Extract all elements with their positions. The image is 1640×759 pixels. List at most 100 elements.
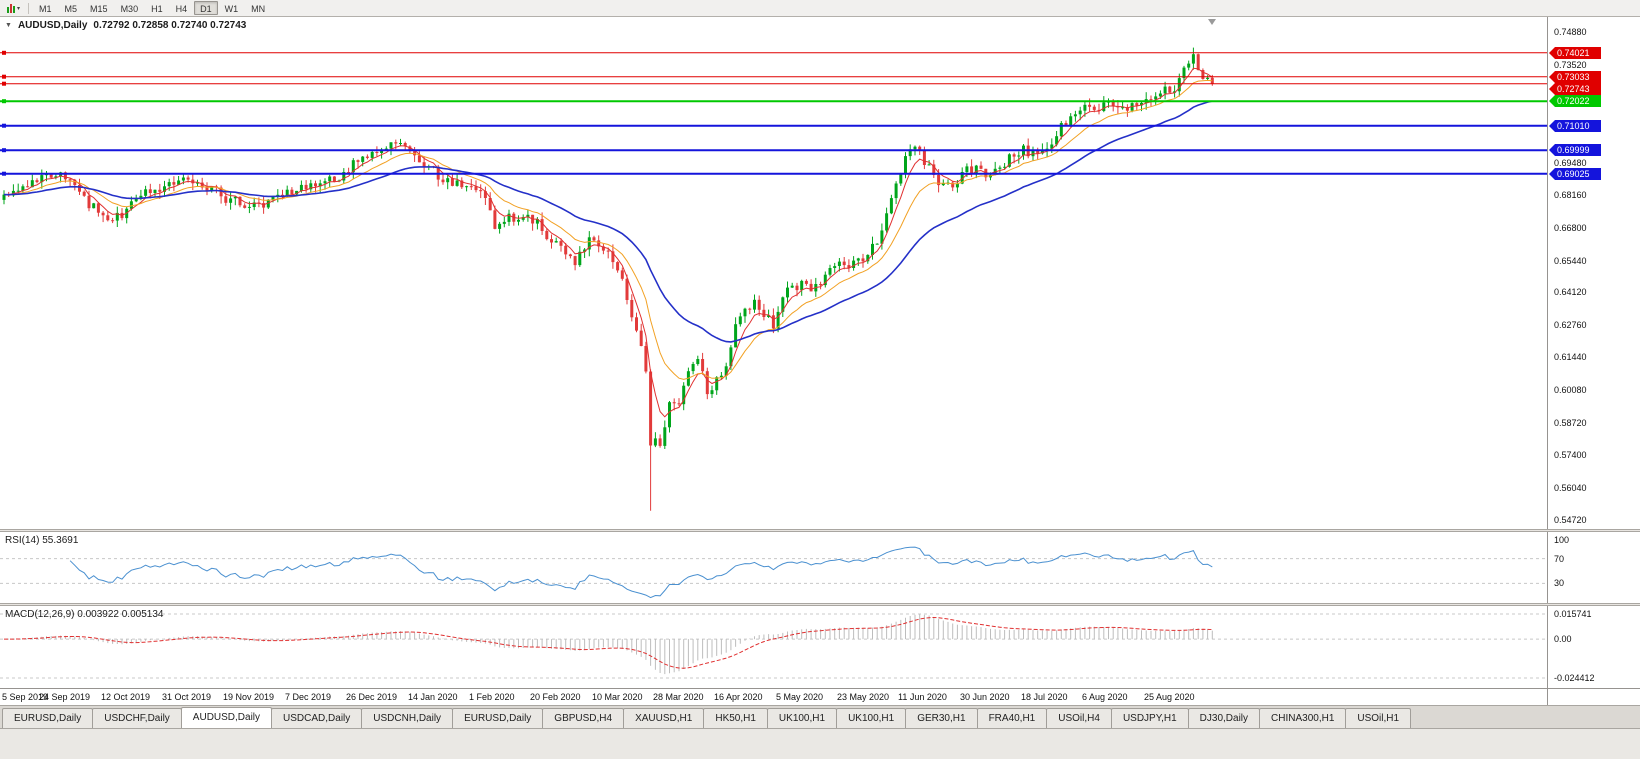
price-chart-pane[interactable]: ▼ AUDUSD,Daily 0.72792 0.72858 0.72740 0…: [0, 17, 1640, 529]
timeframe-button-d1[interactable]: D1: [194, 1, 218, 15]
price-tick-label: 0.69480: [1554, 158, 1587, 168]
moving-average-34-line: [3, 100, 1213, 343]
price-tick-label: 0.61440: [1554, 352, 1587, 362]
axis-corner: [1547, 689, 1640, 705]
price-tick-label: 0.74880: [1554, 27, 1587, 37]
hline-handle[interactable]: [2, 123, 6, 128]
hline-handle[interactable]: [2, 148, 6, 153]
date-tick-label: 5 Sep 2019: [2, 692, 49, 702]
chart-tab-usdcad-daily[interactable]: USDCAD,Daily: [271, 708, 363, 728]
date-tick-label: 26 Dec 2019: [346, 692, 398, 702]
chart-tab-hk50-h1[interactable]: HK50,H1: [703, 708, 768, 728]
price-tick-label: 0.56040: [1554, 483, 1587, 493]
date-tick-label: 1 Feb 2020: [469, 692, 515, 702]
macd-label-values: MACD(12,26,9) 0.003922 0.005134: [5, 609, 164, 620]
price-tick-label: 0.73520: [1554, 60, 1587, 70]
chart-shift-marker-icon: [1208, 19, 1216, 25]
hline-handle[interactable]: [2, 81, 6, 86]
price-tick-label: 0.57400: [1554, 450, 1587, 460]
hline-handle[interactable]: [2, 74, 6, 79]
chart-tab-ger30-h1[interactable]: GER30,H1: [905, 708, 978, 728]
timeframe-button-h4[interactable]: H4: [175, 4, 188, 14]
price-tick-label: 0.64120: [1554, 287, 1587, 297]
pane-collapse-arrow-icon[interactable]: ▼: [5, 21, 12, 29]
hline-handle[interactable]: [2, 99, 6, 104]
price-line-label: 0.71010: [1549, 120, 1601, 132]
chart-tab-gbpusd-h4[interactable]: GBPUSD,H4: [542, 708, 625, 728]
timeframe-button-h1[interactable]: H1: [151, 4, 163, 14]
price-axis[interactable]: 0.74021 0.73033 0.72743 0.72022 0.71010 0.699…: [1547, 17, 1640, 529]
price-line-label: 0.69999: [1549, 144, 1601, 156]
timeframe-button-m15[interactable]: M15: [90, 4, 108, 14]
date-tick-label: 24 Sep 2019: [39, 692, 91, 702]
pane-divider[interactable]: [0, 529, 1640, 532]
hline-handle[interactable]: [2, 50, 6, 55]
rsi-tick-label: 30: [1554, 578, 1565, 588]
date-tick-label: 10 Mar 2020: [592, 692, 643, 702]
chart-tab-uk100-h1[interactable]: UK100,H1: [836, 708, 907, 728]
chart-tab-eurusd-daily[interactable]: EURUSD,Daily: [2, 708, 94, 728]
date-tick-label: 12 Oct 2019: [101, 692, 151, 702]
macd-chart[interactable]: [0, 606, 1547, 688]
rsi-tick-label: 70: [1554, 554, 1565, 564]
chart-tab-usdchf-daily[interactable]: USDCHF,Daily: [92, 708, 182, 728]
chart-title: ▼ AUDUSD,Daily 0.72792 0.72858 0.72740 0…: [5, 20, 246, 31]
chart-tab-dj30-daily[interactable]: DJ30,Daily: [1187, 708, 1261, 728]
chart-tab-xauusd-h1[interactable]: XAUUSD,H1: [623, 708, 705, 728]
rsi-chart[interactable]: [0, 532, 1547, 603]
chart-symbol-period: AUDUSD,Daily: [17, 20, 88, 31]
date-tick-label: 11 Jun 2020: [898, 692, 947, 702]
date-tick-label: 6 Aug 2020: [1082, 692, 1128, 702]
chart-ohlc-values: 0.72792 0.72858 0.72740 0.72743: [93, 20, 247, 31]
chart-tab-usdjpy-h1[interactable]: USDJPY,H1: [1110, 708, 1189, 728]
date-tick-label: 14 Jan 2020: [408, 692, 458, 702]
date-tick-label: 16 Apr 2020: [714, 692, 763, 702]
rsi-axis[interactable]: 100 70 30: [1547, 532, 1640, 603]
chart-menu-button[interactable]: ▾: [3, 1, 24, 16]
date-tick-label: 7 Dec 2019: [285, 692, 332, 702]
price-line-label: 0.72022: [1549, 95, 1601, 107]
chevron-down-icon: ▾: [17, 5, 21, 12]
candlestick-series: [2, 47, 1214, 511]
price-tick-label: 0.65440: [1554, 256, 1587, 266]
date-tick-label: 25 Aug 2020: [1144, 692, 1195, 702]
chart-tab-china300-h1[interactable]: CHINA300,H1: [1259, 708, 1347, 728]
timeframe-button-m5[interactable]: M5: [64, 4, 78, 14]
price-tick-label: 0.60080: [1554, 385, 1587, 395]
date-tick-label: 5 May 2020: [776, 692, 824, 702]
chart-tab-uk100-h1[interactable]: UK100,H1: [766, 708, 838, 728]
timeframe-button-m1[interactable]: M1: [39, 4, 52, 14]
macd-histogram: [12, 614, 1213, 675]
timeframe-button-mn[interactable]: MN: [251, 4, 266, 14]
price-tick-label: 0.58720: [1554, 418, 1587, 428]
timeframe-buttons: M1 M5 M15 M30 H1 H4 D1 W1 MN: [33, 1, 271, 15]
hline-handle[interactable]: [2, 171, 6, 176]
macd-tick-label: 0.00: [1554, 634, 1572, 644]
chart-tab-usoil-h1[interactable]: USOil,H1: [1345, 708, 1412, 728]
price-line-label: 0.69025: [1549, 168, 1601, 180]
date-labels: 5 Sep 2019 24 Sep 2019 12 Oct 2019 31 Oct 2…: [0, 689, 1547, 705]
time-axis[interactable]: 5 Sep 2019 24 Sep 2019 12 Oct 2019 31 Oct 2…: [0, 688, 1640, 705]
price-line-label: 0.72743: [1549, 83, 1601, 95]
macd-tick-label: -0.024412: [1554, 673, 1595, 683]
chart-tab-audusd-daily[interactable]: AUDUSD,Daily: [180, 707, 273, 728]
rsi-tick-label: 100: [1554, 535, 1570, 545]
pane-divider[interactable]: [0, 603, 1640, 606]
macd-signal-line: [4, 616, 1213, 669]
rsi-indicator-pane[interactable]: RSI(14) 55.3691 100 70 30: [0, 532, 1640, 603]
timeframe-button-w1[interactable]: W1: [224, 4, 239, 14]
rsi-title: RSI(14) 55.3691: [5, 535, 78, 546]
candlestick-chart-icon: [7, 3, 15, 13]
chart-tab-usoil-h4[interactable]: USOil,H4: [1046, 708, 1112, 728]
chart-tab-eurusd-daily[interactable]: EURUSD,Daily: [452, 708, 544, 728]
macd-axis[interactable]: 0.015741 0.00 -0.024412: [1547, 606, 1640, 688]
chart-tab-usdcnh-daily[interactable]: USDCNH,Daily: [361, 708, 454, 728]
toolbar-separator: [28, 2, 30, 14]
date-tick-label: 20 Feb 2020: [530, 692, 581, 702]
macd-indicator-pane[interactable]: MACD(12,26,9) 0.003922 0.005134 0.015741…: [0, 606, 1640, 688]
chart-tab-fra40-h1[interactable]: FRA40,H1: [976, 708, 1048, 728]
candlestick-chart[interactable]: [0, 17, 1547, 529]
date-tick-label: 19 Nov 2019: [223, 692, 275, 702]
timeframe-button-m30[interactable]: M30: [120, 4, 139, 14]
